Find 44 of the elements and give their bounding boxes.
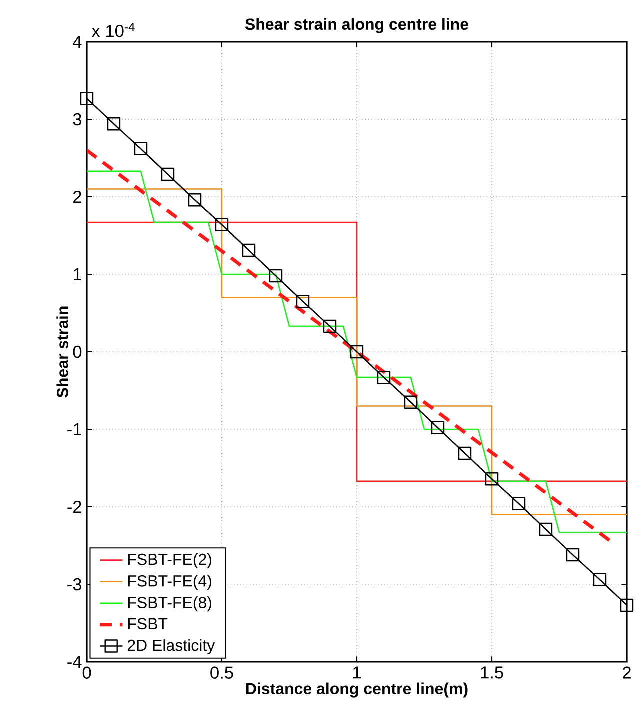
y-tick-label: -4: [68, 656, 82, 668]
legend-label: FSBT: [128, 618, 168, 630]
legend-label: FSBT-FE(8): [128, 596, 212, 612]
y-tick-label: -3: [68, 578, 82, 591]
point: [134, 142, 148, 156]
point: [215, 218, 228, 232]
x-tick-label: 0: [82, 666, 92, 679]
x-axis-title: Distance along centre line(m): [246, 682, 468, 698]
point: [377, 370, 390, 384]
point: [566, 548, 580, 562]
point: [188, 194, 202, 207]
point: [539, 522, 552, 536]
y-tick-label: -1: [68, 424, 82, 436]
point: [161, 168, 174, 182]
legend-label: 2D Elasticity: [128, 639, 215, 654]
x-tick-label: 1.5: [481, 666, 504, 679]
y-tick-label: 1: [74, 268, 82, 280]
point: [431, 421, 444, 435]
y-tick-label: 2: [73, 190, 82, 204]
point: [269, 269, 282, 283]
point: [242, 244, 256, 258]
point: [458, 446, 472, 460]
point: [80, 92, 94, 106]
legend-label: FSBT-FE(2): [128, 553, 212, 568]
point: [404, 396, 418, 409]
point: [107, 118, 120, 131]
y-axis-title: Shear strain: [56, 306, 68, 398]
text: x 10$^{-4}$: [92, 22, 135, 38]
legend-label: FSBT-FE(4): [128, 575, 212, 590]
point: [350, 345, 364, 359]
y-tick-label: -2: [68, 500, 82, 514]
point: [593, 573, 606, 586]
point: [296, 295, 310, 308]
y-tick-label: 4: [72, 36, 82, 48]
y-tick-label: 3: [73, 113, 82, 126]
x-tick-label: 0.5: [210, 666, 234, 679]
y-tick-label: 0: [73, 346, 82, 358]
point: [323, 320, 336, 334]
point: [485, 472, 498, 486]
x-tick-label: 1: [353, 666, 361, 679]
point: [620, 598, 634, 612]
chart-title: Shear strain along centre line: [245, 18, 468, 34]
x-tick-label: 2: [622, 666, 631, 679]
point: [512, 497, 526, 510]
